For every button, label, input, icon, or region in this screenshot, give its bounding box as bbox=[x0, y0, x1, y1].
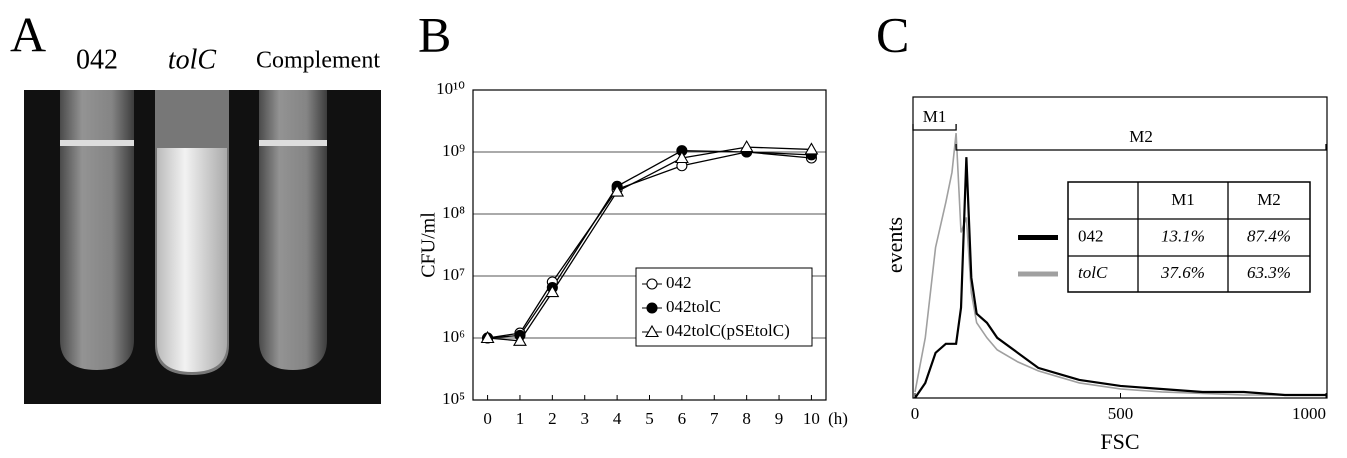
x-tick-label: 8 bbox=[742, 409, 751, 428]
gate-bar bbox=[955, 144, 1327, 151]
x-tick-label: 500 bbox=[1108, 404, 1134, 423]
marker bbox=[545, 284, 560, 298]
table-bg bbox=[1067, 181, 1311, 293]
photo-label: tolC bbox=[168, 44, 217, 75]
y-tick-label: 10⁶ bbox=[442, 327, 465, 346]
x-tick-label: 3 bbox=[580, 409, 589, 428]
table-header: M2 bbox=[1257, 190, 1281, 209]
x-tick-label: 9 bbox=[775, 409, 784, 428]
y-tick-label: 10⁵ bbox=[442, 389, 465, 408]
table-cell: 13.1% bbox=[1161, 226, 1205, 245]
table-cell: 87.4% bbox=[1247, 226, 1291, 245]
y-tick-label: 10⁸ bbox=[442, 203, 465, 222]
legend-label: 042tolC bbox=[666, 297, 721, 316]
marker bbox=[804, 142, 819, 155]
y-tick-label: 10⁹ bbox=[442, 141, 465, 160]
histogram-trace bbox=[914, 157, 1326, 399]
marker bbox=[480, 330, 495, 344]
x-tick-label: 0 bbox=[911, 404, 920, 423]
gate-bar bbox=[912, 124, 957, 131]
y-axis-title: events bbox=[882, 217, 907, 273]
histogram-trace bbox=[914, 133, 1326, 396]
x-tick-label: 7 bbox=[710, 409, 719, 428]
panel-label: A bbox=[10, 6, 46, 62]
x-tick-label: 5 bbox=[645, 409, 654, 428]
y-axis-title: CFU/ml bbox=[418, 212, 440, 278]
x-tick-label: 2 bbox=[548, 409, 557, 428]
photo-label: Complement bbox=[256, 48, 380, 74]
table-cell: 37.6% bbox=[1160, 263, 1205, 282]
gate-label: M2 bbox=[1129, 127, 1153, 146]
x-axis-unit: (h) bbox=[828, 409, 848, 428]
y-tick-label: 10⁷ bbox=[442, 265, 465, 284]
x-tick-label: 4 bbox=[613, 409, 622, 428]
panel-label: B bbox=[418, 6, 451, 62]
x-tick-label: 6 bbox=[678, 409, 687, 428]
x-tick-label: 1000 bbox=[1292, 404, 1326, 423]
marker bbox=[646, 302, 658, 314]
marker bbox=[739, 139, 754, 153]
marker bbox=[610, 184, 625, 197]
table-header: M1 bbox=[1171, 190, 1195, 209]
x-tick-label: 1 bbox=[516, 409, 525, 428]
x-tick-label: 10 bbox=[803, 409, 820, 428]
table-cell: 63.3% bbox=[1247, 263, 1291, 282]
gate-label: M1 bbox=[923, 107, 947, 126]
marker bbox=[513, 333, 527, 346]
legend-label: 042tolC(pSEtolC) bbox=[666, 321, 790, 340]
marker bbox=[646, 278, 658, 290]
marker bbox=[674, 150, 689, 164]
legend-label: 042 bbox=[666, 273, 692, 292]
plot-frame bbox=[472, 89, 827, 401]
y-tick-label: 10¹⁰ bbox=[436, 79, 465, 98]
x-axis-title: FSC bbox=[1100, 429, 1139, 454]
table-row-label: 042 bbox=[1078, 226, 1104, 245]
legend-box bbox=[635, 267, 813, 347]
panel-label: C bbox=[876, 6, 909, 62]
x-tick-label: 0 bbox=[483, 409, 492, 428]
photo-label: 042 bbox=[76, 44, 118, 75]
table-row-label: tolC bbox=[1078, 263, 1108, 282]
photo bbox=[24, 90, 381, 404]
marker bbox=[645, 324, 659, 338]
